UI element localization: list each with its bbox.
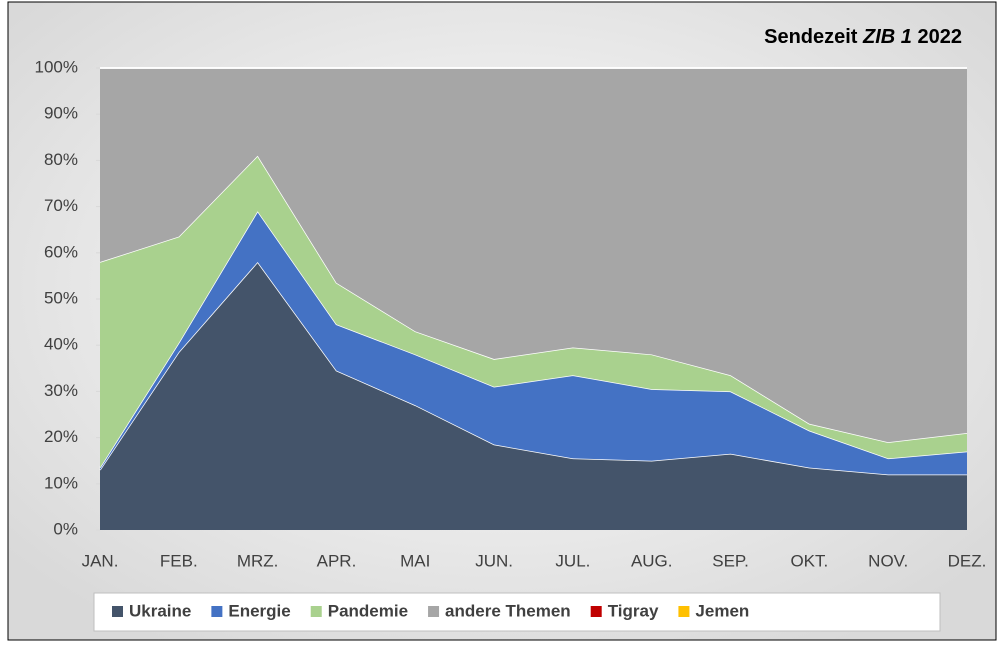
x-tick-label: JUL. bbox=[555, 551, 590, 570]
y-tick-label: 60% bbox=[44, 242, 78, 261]
legend-swatch bbox=[678, 606, 690, 617]
x-tick-label: DEZ. bbox=[948, 551, 987, 570]
legend-label: Ukraine bbox=[129, 601, 191, 620]
legend-swatch bbox=[428, 606, 440, 617]
x-tick-label: SEP. bbox=[712, 551, 749, 570]
x-tick-label: JUN. bbox=[475, 551, 513, 570]
legend-swatch bbox=[590, 606, 602, 617]
chart-title: Sendezeit ZIB 1 2022 bbox=[764, 26, 962, 48]
plot-area bbox=[99, 67, 968, 530]
y-tick-label: 40% bbox=[44, 335, 78, 354]
y-tick-label: 90% bbox=[44, 104, 78, 123]
x-tick-label: APR. bbox=[317, 551, 357, 570]
area bbox=[100, 68, 967, 443]
y-tick-label: 100% bbox=[35, 57, 78, 76]
x-tick-label: MRZ. bbox=[237, 551, 279, 570]
x-tick-label: JAN. bbox=[82, 551, 119, 570]
title-part: Sendezeit bbox=[764, 26, 858, 48]
x-tick-label: OKT. bbox=[790, 551, 828, 570]
legend-label: Pandemie bbox=[328, 601, 408, 620]
y-tick-label: 50% bbox=[44, 288, 78, 307]
x-tick-label: AUG. bbox=[631, 551, 673, 570]
y-tick-label: 0% bbox=[53, 519, 78, 538]
legend-label: Jemen bbox=[695, 601, 749, 620]
y-tick-label: 10% bbox=[44, 473, 78, 492]
y-tick-label: 30% bbox=[44, 381, 78, 400]
y-tick-label: 80% bbox=[44, 150, 78, 169]
x-tick-label: FEB. bbox=[160, 551, 198, 570]
legend-label: Tigray bbox=[608, 601, 659, 620]
legend-label: Energie bbox=[228, 601, 290, 620]
legend-box bbox=[93, 592, 941, 632]
title-part: 2022 bbox=[918, 26, 963, 48]
legend-swatch bbox=[112, 606, 123, 617]
legend-swatch bbox=[211, 606, 223, 617]
x-tick-label: NOV. bbox=[868, 551, 908, 570]
x-tick-label: MAI bbox=[400, 551, 430, 570]
legend-swatch bbox=[310, 606, 322, 617]
y-tick-label: 70% bbox=[44, 196, 78, 215]
area bbox=[100, 262, 967, 530]
area bbox=[100, 155, 967, 468]
y-tick-label: 20% bbox=[44, 427, 78, 446]
legend-label: andere Themen bbox=[445, 601, 571, 620]
title-part: ZIB 1 bbox=[862, 26, 912, 48]
area bbox=[100, 211, 967, 475]
